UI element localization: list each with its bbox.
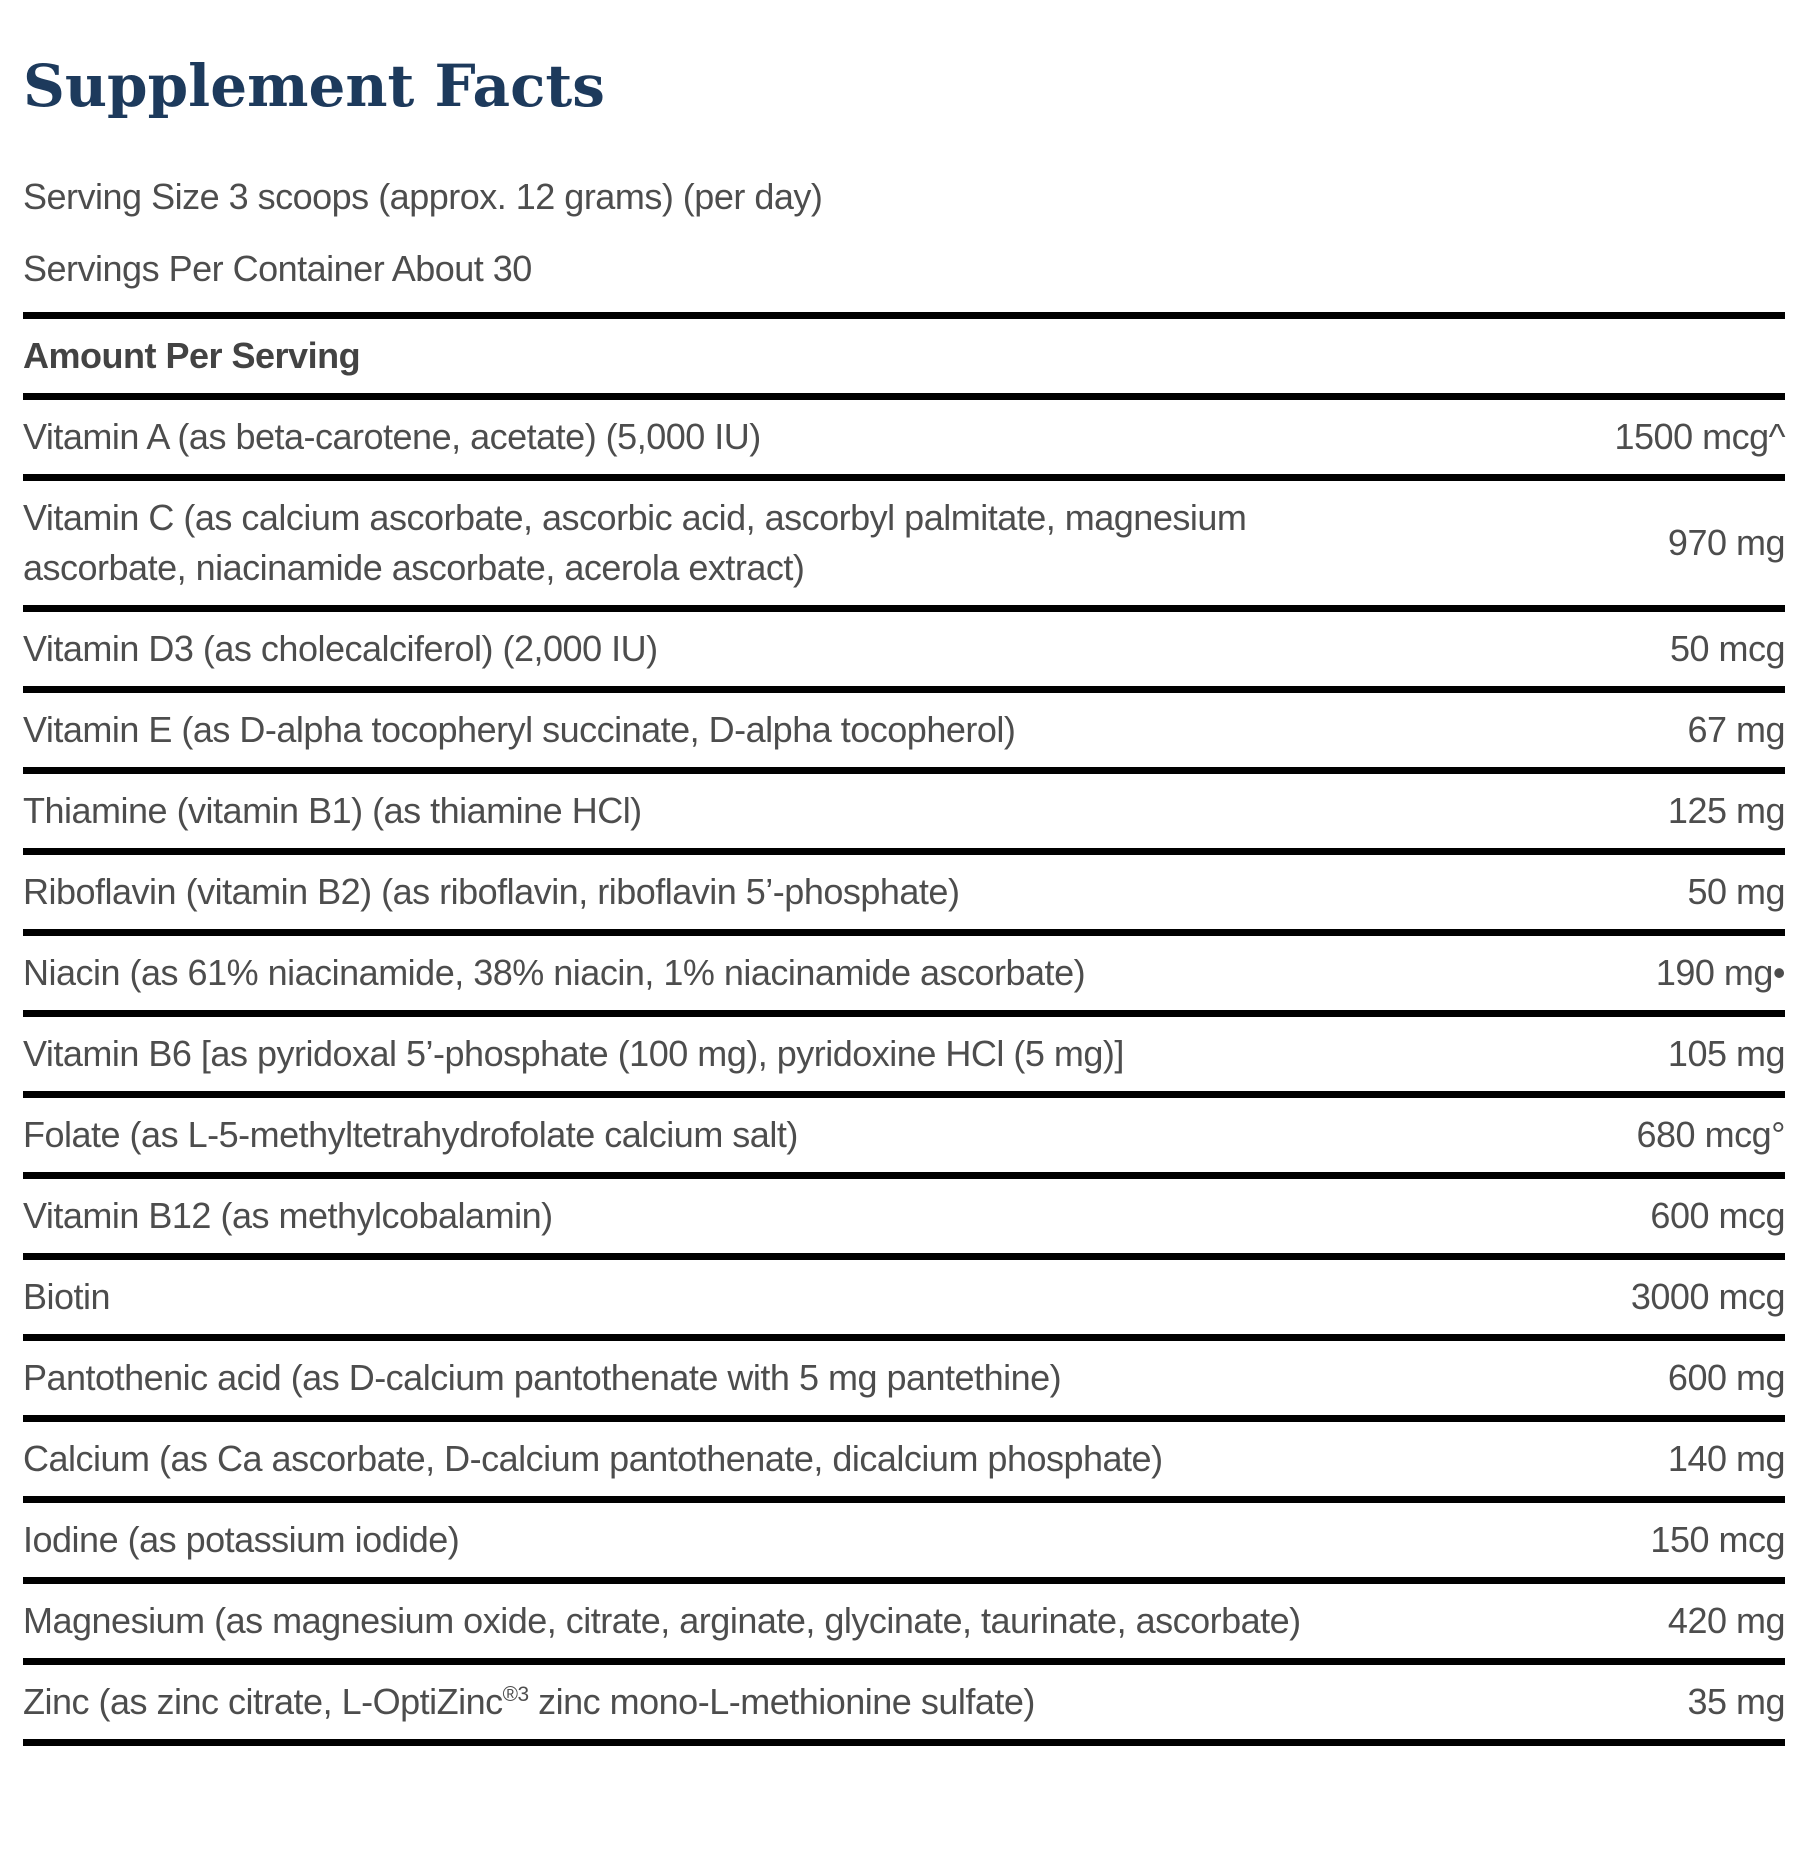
nutrient-label: Vitamin B12 (as methylcobalamin) — [23, 1195, 553, 1236]
nutrient-label: Thiamine (vitamin B1) (as thiamine HCl) — [23, 790, 642, 831]
nutrient-amount: 600 mg — [1667, 1357, 1786, 1398]
table-row: Vitamin B6 [as pyridoxal 5’-phosphate (1… — [23, 1017, 1786, 1098]
nutrient-label: Zinc (as zinc citrate, L-OptiZinc®3 zinc… — [23, 1681, 1035, 1722]
nutrient-amount: 190 mg• — [1655, 952, 1786, 993]
nutrient-label: Pantothenic acid (as D-calcium pantothen… — [23, 1357, 1062, 1398]
nutrient-label: Niacin (as 61% niacinamide, 38% niacin, … — [23, 952, 1086, 993]
nutrient-amount: 150 mcg — [1650, 1519, 1785, 1560]
table-row: Pantothenic acid (as D-calcium pantothen… — [23, 1341, 1786, 1422]
nutrient-amount: 420 mg — [1667, 1600, 1786, 1641]
table-row: Biotin 3000 mcg — [23, 1260, 1786, 1341]
table-row: Iodine (as potassium iodide) 150 mcg — [23, 1503, 1785, 1584]
table-row: Folate (as L-5-methyltetrahydrofolate ca… — [23, 1098, 1786, 1179]
nutrient-amount: 50 mg — [1687, 871, 1785, 912]
table-row: Vitamin C (as calcium ascorbate, ascorbi… — [23, 481, 1786, 612]
amount-per-serving-header: Amount Per Serving — [23, 319, 1785, 400]
nutrient-amount: 67 mg — [1687, 709, 1785, 750]
nutrient-label: Vitamin C (as calcium ascorbate, ascorbi… — [23, 497, 1247, 588]
supplement-facts-panel: Supplement Facts Serving Size 3 scoops (… — [0, 50, 1808, 1746]
table-row: Riboflavin (vitamin B2) (as riboflavin, … — [23, 855, 1785, 936]
nutrient-amount: 680 mcg° — [1636, 1114, 1786, 1155]
rows-container: Vitamin A (as beta-carotene, acetate) (5… — [23, 400, 1786, 1746]
nutrient-amount: 600 mcg — [1650, 1195, 1785, 1236]
supplement-facts-table: Amount Per Serving Vitamin A (as beta-ca… — [23, 312, 1786, 1746]
nutrient-amount: 50 mcg — [1669, 628, 1786, 669]
table-row: Vitamin D3 (as cholecalciferol) (2,000 I… — [23, 612, 1786, 693]
page-title: Supplement Facts — [23, 52, 605, 120]
nutrient-amount: 970 mg — [1667, 522, 1786, 563]
nutrient-label: Vitamin B6 [as pyridoxal 5’-phosphate (1… — [23, 1033, 1124, 1074]
table-row: Thiamine (vitamin B1) (as thiamine HCl) … — [23, 774, 1786, 855]
servings-per-container-text: Servings Per Container About 30 — [23, 248, 532, 289]
nutrient-amount: 140 mg — [1667, 1438, 1786, 1479]
table-row: Zinc (as zinc citrate, L-OptiZinc®3 zinc… — [23, 1665, 1785, 1746]
nutrient-label: Calcium (as Ca ascorbate, D-calcium pant… — [23, 1438, 1163, 1479]
nutrient-label: Riboflavin (vitamin B2) (as riboflavin, … — [23, 871, 960, 912]
nutrient-label: Iodine (as potassium iodide) — [23, 1519, 460, 1560]
table-row: Vitamin B12 (as methylcobalamin) 600 mcg — [23, 1179, 1785, 1260]
nutrient-amount: 1500 mcg^ — [1614, 416, 1786, 457]
serving-size-text: Serving Size 3 scoops (approx. 12 grams)… — [23, 176, 823, 217]
nutrient-label: Vitamin E (as D-alpha tocopheryl succina… — [23, 709, 1016, 750]
table-row: Niacin (as 61% niacinamide, 38% niacin, … — [23, 936, 1786, 1017]
nutrient-label: Biotin — [23, 1276, 111, 1317]
nutrient-label: Vitamin A (as beta-carotene, acetate) (5… — [23, 416, 761, 457]
nutrient-label: Folate (as L-5-methyltetrahydrofolate ca… — [23, 1114, 798, 1155]
table-row: Magnesium (as magnesium oxide, citrate, … — [23, 1584, 1786, 1665]
table-row: Vitamin A (as beta-carotene, acetate) (5… — [23, 400, 1785, 481]
nutrient-label: Magnesium (as magnesium oxide, citrate, … — [23, 1600, 1301, 1641]
nutrient-label: Vitamin D3 (as cholecalciferol) (2,000 I… — [23, 628, 658, 669]
table-row: Vitamin E (as D-alpha tocopheryl succina… — [23, 693, 1785, 774]
nutrient-amount: 3000 mcg — [1630, 1276, 1786, 1317]
nutrient-amount: 35 mg — [1687, 1681, 1785, 1722]
table-row: Calcium (as Ca ascorbate, D-calcium pant… — [23, 1422, 1786, 1503]
nutrient-amount: 105 mg — [1667, 1033, 1786, 1074]
nutrient-amount: 125 mg — [1667, 790, 1786, 831]
